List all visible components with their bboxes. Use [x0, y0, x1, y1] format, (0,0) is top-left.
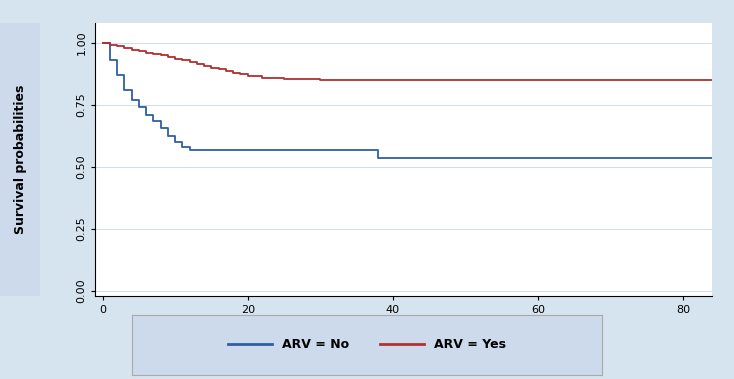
Text: Survival probabilities: Survival probabilities [14, 85, 26, 234]
X-axis label: Duration (months): Duration (months) [339, 320, 468, 333]
Legend: ARV = No, ARV = Yes: ARV = No, ARV = Yes [223, 334, 511, 356]
